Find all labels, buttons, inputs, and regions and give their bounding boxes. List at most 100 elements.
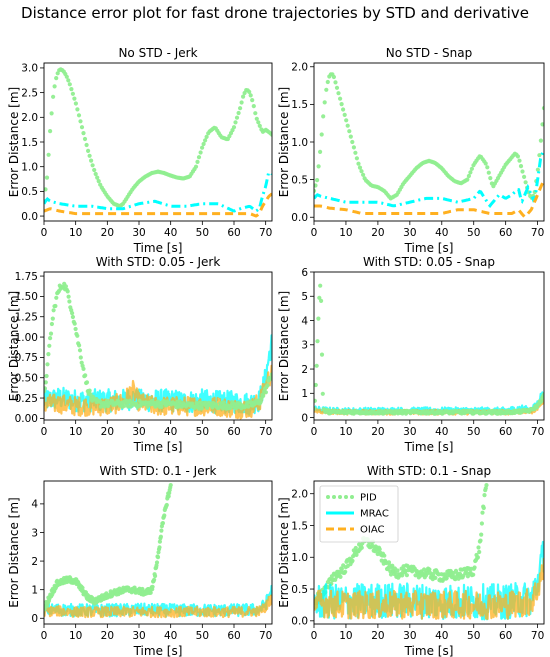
series-pid-point xyxy=(70,91,75,96)
x-axis-label: Time [s] xyxy=(133,241,183,255)
series-pid-point xyxy=(319,298,324,303)
series-pid-point xyxy=(319,132,324,137)
series-mrac-line xyxy=(44,170,272,213)
x-tick-label: 20 xyxy=(101,426,114,438)
series-pid-point xyxy=(155,555,161,560)
x-tick-label: 60 xyxy=(227,426,240,438)
plot-frame xyxy=(313,271,545,421)
series-pid-point xyxy=(53,303,58,309)
series-pid-point xyxy=(251,104,256,109)
series-pid-point xyxy=(236,110,241,116)
x-tick-label: 60 xyxy=(499,227,512,239)
series-pid-point xyxy=(339,566,344,571)
series-pid-point xyxy=(379,558,384,563)
series-pid-point xyxy=(67,299,72,304)
series-pid-point xyxy=(331,74,336,80)
y-axis-label: Error Distance [m] xyxy=(277,497,291,607)
series-pid-point xyxy=(153,573,158,579)
series-pid-point xyxy=(95,175,100,180)
x-tick-label: 40 xyxy=(435,630,448,642)
series-pid-point xyxy=(479,532,484,537)
series-pid-point xyxy=(81,131,86,136)
x-axis-label: Time [s] xyxy=(133,644,183,657)
x-tick-label: 50 xyxy=(467,426,480,438)
series-pid-point xyxy=(483,161,488,166)
series-pid-point xyxy=(148,590,153,595)
series-pid-point xyxy=(265,383,270,388)
series-pid-point xyxy=(52,84,57,89)
x-tick-label: 40 xyxy=(435,426,448,438)
series-pid-point xyxy=(336,91,341,96)
series-pid-point xyxy=(81,366,86,371)
series-pid-point xyxy=(314,398,317,403)
series-pid-point xyxy=(522,174,527,179)
subplot-title: No STD - Jerk xyxy=(118,46,197,60)
series-pid-point xyxy=(46,152,51,157)
series-pid-point xyxy=(476,545,481,550)
y-tick-label: 0.0 xyxy=(21,211,38,223)
series-pid-point xyxy=(79,125,85,130)
x-tick-label: 30 xyxy=(403,227,416,239)
series-pid-point xyxy=(464,570,469,576)
y-tick-label: 3 xyxy=(301,340,308,352)
series-pid-point xyxy=(63,284,68,289)
y-tick-label: 1.0 xyxy=(21,161,38,173)
subplot-2: 0 10 20 30 40 50 60 70 0.0 0.5 1.0 1.5 2.0 No STD - S… xyxy=(277,46,545,255)
series-pid-point xyxy=(334,85,340,90)
series-pid-point xyxy=(316,316,321,321)
series-group xyxy=(44,281,272,420)
series-pid-point xyxy=(46,352,51,357)
y-tick-label: 0.50 xyxy=(15,373,38,385)
y-tick-label: 1.5 xyxy=(291,520,308,532)
series-pid-point xyxy=(221,400,226,405)
series-pid-point xyxy=(190,401,195,406)
series-pid-point xyxy=(66,294,71,299)
series-pid-point xyxy=(444,576,449,581)
plot-frame xyxy=(43,62,273,222)
series-pid-point xyxy=(73,326,78,332)
series-pid-point xyxy=(333,80,338,85)
x-tick-label: 70 xyxy=(531,630,544,642)
series-pid-point xyxy=(354,156,359,161)
series-pid-point xyxy=(77,343,82,348)
x-tick-label: 50 xyxy=(196,630,209,642)
x-axis-label: Time [s] xyxy=(404,241,454,255)
series-pid-point xyxy=(427,567,432,572)
series-pid-point xyxy=(204,134,209,139)
y-tick-label: 2.5 xyxy=(21,87,38,99)
series-group xyxy=(314,283,544,416)
y-tick-label: 0.75 xyxy=(15,352,38,364)
subplot-title: With STD: 0.1 - Jerk xyxy=(100,464,217,478)
series-pid-point xyxy=(231,125,237,130)
legend-label: MRAC xyxy=(360,509,389,520)
series-pid-point xyxy=(316,164,321,169)
x-tick-label: 30 xyxy=(132,227,145,239)
x-tick-label: 30 xyxy=(403,426,416,438)
series-group xyxy=(314,483,544,621)
series-pid-point xyxy=(377,547,382,552)
series-pid-point xyxy=(390,563,395,568)
series-pid-point xyxy=(348,134,353,139)
series-pid-point xyxy=(162,513,167,518)
series-pid-point xyxy=(541,392,544,397)
y-tick-label: 3.0 xyxy=(21,63,38,75)
series-pid-point xyxy=(314,363,319,368)
series-pid-point xyxy=(520,169,525,174)
x-tick-label: 0 xyxy=(311,227,318,239)
x-tick-label: 40 xyxy=(164,426,177,438)
series-pid-point xyxy=(49,321,55,327)
series-pid-point xyxy=(540,122,544,127)
y-tick-label: 1.0 xyxy=(291,552,308,564)
series-pid-point xyxy=(164,502,169,508)
series-pid-point xyxy=(195,159,200,164)
series-pid-point xyxy=(469,166,474,171)
legend-swatch xyxy=(326,495,330,499)
series-pid-point xyxy=(481,505,486,511)
x-tick-label: 60 xyxy=(227,227,240,239)
series-pid-point xyxy=(54,295,59,300)
series-pid-point xyxy=(122,403,127,408)
x-tick-label: 0 xyxy=(41,227,48,239)
series-pid-point xyxy=(54,76,59,81)
series-pid-point xyxy=(200,145,205,150)
